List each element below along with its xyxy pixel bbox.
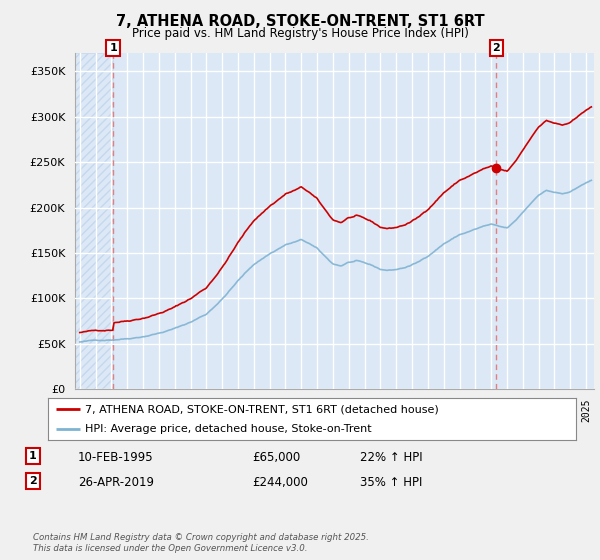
Text: £244,000: £244,000 (252, 476, 308, 489)
Text: 7, ATHENA ROAD, STOKE-ON-TRENT, ST1 6RT (detached house): 7, ATHENA ROAD, STOKE-ON-TRENT, ST1 6RT … (85, 404, 439, 414)
Text: 2: 2 (29, 476, 37, 486)
Text: 1: 1 (109, 43, 117, 53)
Text: Price paid vs. HM Land Registry's House Price Index (HPI): Price paid vs. HM Land Registry's House … (131, 27, 469, 40)
Text: 26-APR-2019: 26-APR-2019 (78, 476, 154, 489)
Text: £65,000: £65,000 (252, 451, 300, 464)
Text: 1: 1 (29, 451, 37, 461)
Text: 22% ↑ HPI: 22% ↑ HPI (360, 451, 422, 464)
Text: 10-FEB-1995: 10-FEB-1995 (78, 451, 154, 464)
Text: 35% ↑ HPI: 35% ↑ HPI (360, 476, 422, 489)
Text: 2: 2 (493, 43, 500, 53)
Text: Contains HM Land Registry data © Crown copyright and database right 2025.
This d: Contains HM Land Registry data © Crown c… (33, 533, 369, 553)
Text: HPI: Average price, detached house, Stoke-on-Trent: HPI: Average price, detached house, Stok… (85, 424, 371, 434)
Text: 7, ATHENA ROAD, STOKE-ON-TRENT, ST1 6RT: 7, ATHENA ROAD, STOKE-ON-TRENT, ST1 6RT (116, 14, 484, 29)
